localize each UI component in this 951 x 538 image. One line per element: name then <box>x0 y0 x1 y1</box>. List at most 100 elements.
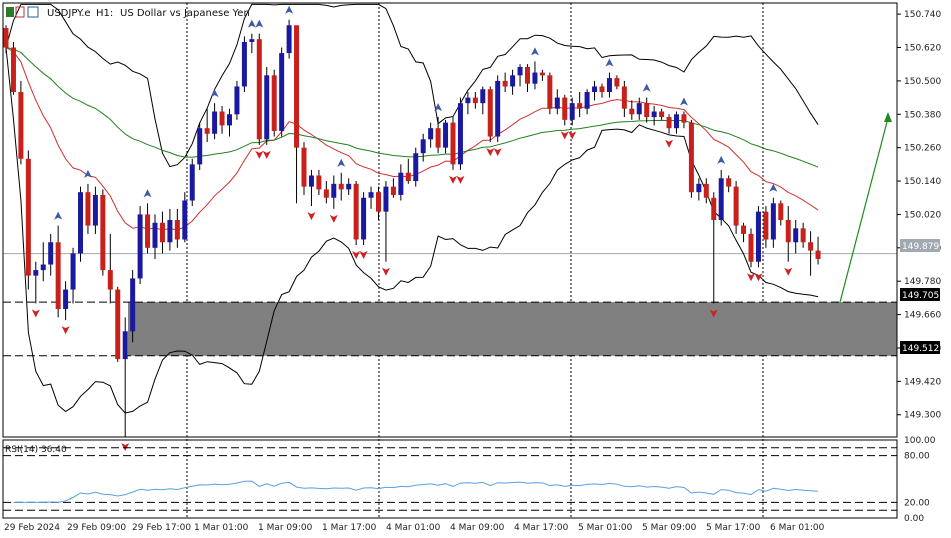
candle <box>100 189 106 276</box>
candle <box>703 178 709 204</box>
candle <box>316 169 322 195</box>
signal-down-arrow <box>747 273 755 282</box>
candle <box>413 147 419 187</box>
candle-body <box>48 242 54 265</box>
candle-body <box>681 114 687 123</box>
candle-body <box>614 78 620 87</box>
candle-body <box>584 92 590 109</box>
rsi-panel: 100.00 80.00 20.00 0.00 <box>3 436 936 524</box>
signal-down-arrow <box>493 148 502 157</box>
candle <box>659 108 665 120</box>
candle-body <box>234 86 240 115</box>
candle <box>472 92 478 109</box>
candle-body <box>450 122 456 165</box>
candle-body <box>159 222 165 243</box>
candle-body <box>428 128 434 140</box>
candle <box>674 111 679 134</box>
candle-body <box>338 183 344 190</box>
signal-up-arrow <box>642 83 651 92</box>
signal-up-arrow <box>769 183 778 192</box>
candle <box>338 172 344 201</box>
candle-body <box>346 183 352 190</box>
candle-body <box>443 122 449 148</box>
candle-body <box>204 128 210 134</box>
candle-body <box>778 203 784 220</box>
candle <box>78 186 83 262</box>
candle <box>495 75 501 143</box>
candle-body <box>249 39 255 42</box>
candle-body <box>308 175 314 187</box>
candle-body <box>413 153 419 182</box>
symbol-icon <box>6 7 14 17</box>
signal-down-arrow <box>255 150 264 159</box>
candle <box>539 69 545 81</box>
candle <box>219 105 225 134</box>
price-tick-label: 150.020 <box>904 210 941 220</box>
signal-up-arrow <box>210 89 219 98</box>
candle <box>308 169 314 207</box>
candle <box>614 75 620 90</box>
candle-body <box>688 122 694 193</box>
candle <box>92 186 98 234</box>
candle <box>636 97 642 120</box>
candle <box>159 211 165 254</box>
signal-down-arrow <box>784 267 793 276</box>
candle-body <box>577 103 583 109</box>
candle <box>376 186 381 220</box>
signal-up-arrow <box>83 169 92 178</box>
time-axis-label: 4 Mar 09:00 <box>450 523 505 533</box>
chart-description: US Dollar vs Japanese Yen <box>120 8 250 19</box>
candle <box>547 72 553 115</box>
candle <box>793 220 799 254</box>
candle-body <box>212 111 218 134</box>
candle <box>800 222 806 248</box>
candle-body <box>174 220 180 240</box>
signal-down-arrow <box>709 309 718 318</box>
candle <box>517 64 523 87</box>
candle <box>10 41 16 95</box>
candle <box>584 89 590 115</box>
candle <box>815 236 821 265</box>
time-axis-label: 1 Mar 01:00 <box>194 523 249 533</box>
signal-down-arrow <box>665 139 674 148</box>
price-tick-label: 149.660 <box>904 311 941 321</box>
rsi-level-label: 20.00 <box>904 498 930 508</box>
candle-body <box>808 242 814 251</box>
candle <box>435 117 441 154</box>
time-axis-label: 1 Mar 17:00 <box>322 523 377 533</box>
time-axis-label: 4 Mar 17:00 <box>514 523 569 533</box>
signal-down-arrow <box>359 251 368 260</box>
candle <box>621 80 627 118</box>
candle <box>256 33 262 145</box>
rsi-level-label: 100.00 <box>904 436 936 446</box>
candle <box>174 208 180 248</box>
current-price-badge <box>900 239 940 252</box>
candle-body <box>294 25 300 148</box>
candle <box>569 97 575 126</box>
candle <box>405 158 411 184</box>
candle <box>592 80 598 101</box>
candle-body <box>383 186 389 212</box>
candle <box>681 111 687 129</box>
candle-body <box>3 28 9 48</box>
candle <box>130 270 136 343</box>
candle <box>554 89 560 115</box>
rsi-level-label: 80.00 <box>904 452 930 462</box>
candle <box>264 66 270 145</box>
candle-body <box>733 186 739 226</box>
rsi-level-label: 0.00 <box>904 514 924 524</box>
candle-body <box>741 225 747 234</box>
candle-body <box>219 111 225 126</box>
candle <box>361 192 367 246</box>
signal-down-arrow <box>449 175 457 184</box>
signal-arrows <box>31 5 892 451</box>
candle <box>525 64 530 93</box>
candle <box>606 72 612 98</box>
candle <box>502 72 508 93</box>
session-separators <box>186 3 764 518</box>
price-tick-label: 150.500 <box>904 77 941 87</box>
candle <box>197 122 203 170</box>
candle <box>294 25 300 204</box>
signal-down-arrow <box>486 148 495 157</box>
candle <box>323 181 329 204</box>
